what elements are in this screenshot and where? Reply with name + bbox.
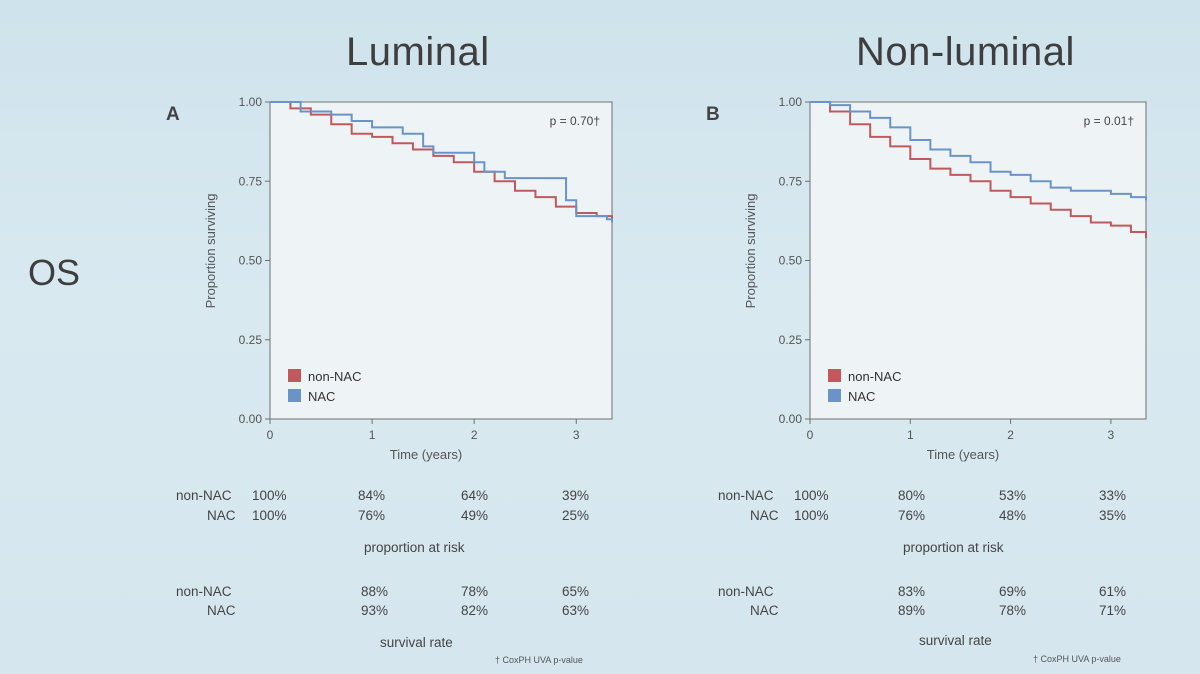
survival-curve-non-nac (810, 101, 1147, 239)
survival-row-label: non-NAC (718, 584, 774, 599)
survival-value: 69% (999, 584, 1027, 599)
plot-area (809, 101, 1147, 420)
legend-swatch (828, 369, 841, 382)
x-axis-label: Time (years) (390, 447, 462, 462)
y-tick-label: 0.75 (239, 174, 263, 188)
legend-label: NAC (308, 389, 335, 404)
legend-swatch (828, 389, 841, 402)
survival-value: 63% (562, 603, 590, 618)
x-tick-label: 3 (1108, 428, 1115, 442)
luminal-heading: Luminal (346, 30, 490, 74)
at-risk-value: 48% (999, 508, 1027, 523)
at-risk-value: 100% (252, 508, 287, 523)
legend-swatch (288, 369, 301, 382)
plot-area (269, 101, 613, 420)
km-chart-non-luminal: 0.00 0.25 0.50 0.75 1.00 0 1 2 3 Time (years) Prop… (743, 95, 1147, 462)
at-risk-caption-luminal: proportion at risk (364, 540, 465, 555)
x-tick-label: 0 (807, 428, 814, 442)
km-chart-luminal: 0.00 0.25 0.50 0.75 1.00 0 1 2 3 Time (years) Prop… (203, 95, 613, 462)
survival-caption-luminal: survival rate (380, 635, 453, 650)
survival-row-label: NAC (207, 603, 236, 618)
y-tick-label: 1.00 (779, 95, 803, 109)
survival-value: 83% (898, 584, 926, 599)
survival-value: 78% (461, 584, 489, 599)
x-tick-label: 3 (573, 428, 580, 442)
at-risk-row-label: non-NAC (718, 488, 774, 503)
y-tick-label: 0.75 (779, 174, 803, 188)
at-risk-caption-non-luminal: proportion at risk (903, 540, 1004, 555)
panel-a-letter: A (166, 104, 180, 125)
y-tick-label: 1.00 (239, 95, 263, 109)
survival-value: 78% (999, 603, 1027, 618)
legend-swatch (288, 389, 301, 402)
at-risk-value: 25% (562, 508, 590, 523)
at-risk-row-label: non-NAC (176, 488, 232, 503)
at-risk-value: 76% (358, 508, 386, 523)
y-axis-label: Proportion surviving (203, 194, 218, 309)
legend-label: NAC (848, 389, 875, 404)
os-row-label: OS (28, 252, 81, 293)
at-risk-value: 84% (358, 488, 386, 503)
at-risk-value: 53% (999, 488, 1027, 503)
survival-curve-nac (810, 101, 1147, 201)
footnote-non-luminal: † CoxPH UVA p-value (1033, 654, 1121, 664)
survival-value: 82% (461, 603, 489, 618)
legend-label: non-NAC (308, 369, 361, 384)
survival-row-label: NAC (750, 603, 779, 618)
p-value-label: p = 0.70† (550, 114, 600, 128)
at-risk-value: 64% (461, 488, 489, 503)
at-risk-value: 100% (794, 488, 829, 503)
survival-value: 93% (361, 603, 389, 618)
at-risk-value: 35% (1099, 508, 1127, 523)
at-risk-row-label: NAC (207, 508, 236, 523)
at-risk-value: 76% (898, 508, 926, 523)
survival-value: 89% (898, 603, 926, 618)
panel-b-letter: B (706, 104, 720, 125)
x-tick-label: 1 (907, 428, 914, 442)
survival-value: 61% (1099, 584, 1127, 599)
survival-row-label: non-NAC (176, 584, 232, 599)
x-tick-label: 2 (1007, 428, 1014, 442)
footnote-luminal: † CoxPH UVA p-value (495, 655, 583, 665)
y-tick-label: 0.00 (779, 412, 803, 426)
y-tick-label: 0.25 (779, 333, 803, 347)
x-tick-label: 2 (471, 428, 478, 442)
survival-caption-non-luminal: survival rate (919, 633, 992, 648)
p-value-label: p = 0.01† (1084, 114, 1134, 128)
survival-curve-non-nac (270, 101, 613, 223)
legend-label: non-NAC (848, 369, 901, 384)
at-risk-value: 33% (1099, 488, 1127, 503)
at-risk-value: 100% (794, 508, 829, 523)
survival-value: 71% (1099, 603, 1127, 618)
survival-curve-nac (270, 101, 613, 223)
survival-value: 88% (361, 584, 389, 599)
y-tick-label: 0.50 (239, 254, 263, 268)
x-axis-label: Time (years) (927, 447, 999, 462)
y-tick-label: 0.25 (239, 333, 263, 347)
survival-value: 65% (562, 584, 590, 599)
y-axis-label: Proportion surviving (743, 194, 758, 309)
at-risk-value: 100% (252, 488, 287, 503)
non-luminal-heading: Non-luminal (856, 30, 1075, 74)
x-tick-label: 0 (267, 428, 274, 442)
y-tick-label: 0.00 (239, 412, 263, 426)
at-risk-value: 49% (461, 508, 489, 523)
at-risk-row-label: NAC (750, 508, 779, 523)
at-risk-value: 80% (898, 488, 926, 503)
at-risk-value: 39% (562, 488, 590, 503)
y-tick-label: 0.50 (779, 254, 803, 268)
x-tick-label: 1 (369, 428, 376, 442)
